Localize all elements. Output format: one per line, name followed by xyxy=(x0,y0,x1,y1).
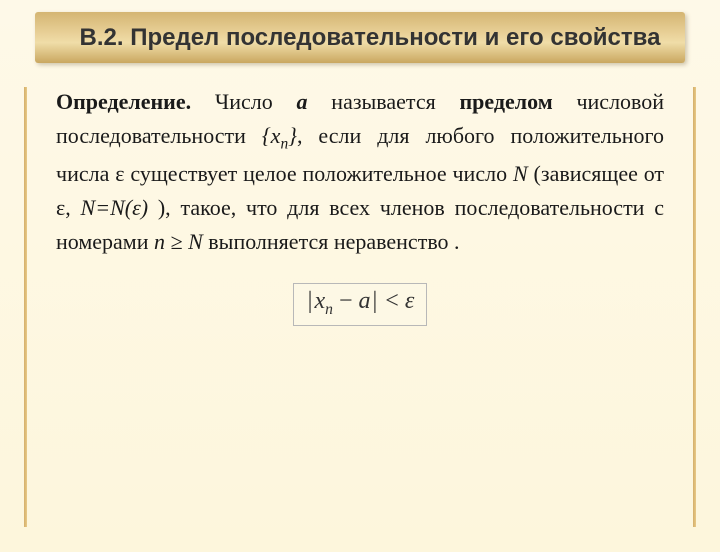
eps1: ε xyxy=(115,161,124,186)
seq-sub: n xyxy=(280,136,288,153)
text-p6: (зависящее от xyxy=(534,161,665,186)
left-decorative-border xyxy=(24,87,27,527)
eps2: ε xyxy=(56,195,65,220)
abs-open: | xyxy=(308,288,313,315)
geq: ≥ xyxy=(171,229,183,254)
seq-close: } xyxy=(288,123,297,148)
text-p2: называется xyxy=(331,89,435,114)
var-N2: N xyxy=(188,229,203,254)
bold-limit: пределом xyxy=(459,89,552,114)
section-title: В.2. Предел последовательности и его сво… xyxy=(55,22,685,53)
formula-eps: ε xyxy=(405,288,414,314)
text-p8: выполняется неравенство . xyxy=(208,229,459,254)
var-N1: N xyxy=(513,161,528,186)
formula-lt: < xyxy=(379,288,405,314)
formula-container: |xn − a| < ε xyxy=(0,283,720,326)
seq-open: { xyxy=(262,123,271,148)
var-a: a xyxy=(297,89,308,114)
abs-close: | xyxy=(372,288,377,315)
formula-minus: − xyxy=(333,288,359,314)
inequality-formula: |xn − a| < ε xyxy=(293,283,428,326)
formula-x: x xyxy=(314,288,325,314)
section-header: В.2. Предел последовательности и его сво… xyxy=(35,12,685,63)
neq: N=N(ε) xyxy=(81,195,149,220)
text-p5: существует целое положительное число xyxy=(130,161,507,186)
definition-label: Определение. xyxy=(56,89,191,114)
comma1: , xyxy=(65,195,71,220)
formula-a: a xyxy=(358,288,370,314)
right-decorative-border xyxy=(693,87,696,527)
definition-content: Определение. Число a называется пределом… xyxy=(0,63,720,259)
formula-sub-n: n xyxy=(325,301,333,318)
text-p1: Число xyxy=(215,89,273,114)
var-n: n xyxy=(154,229,165,254)
seq-x: x xyxy=(271,123,281,148)
